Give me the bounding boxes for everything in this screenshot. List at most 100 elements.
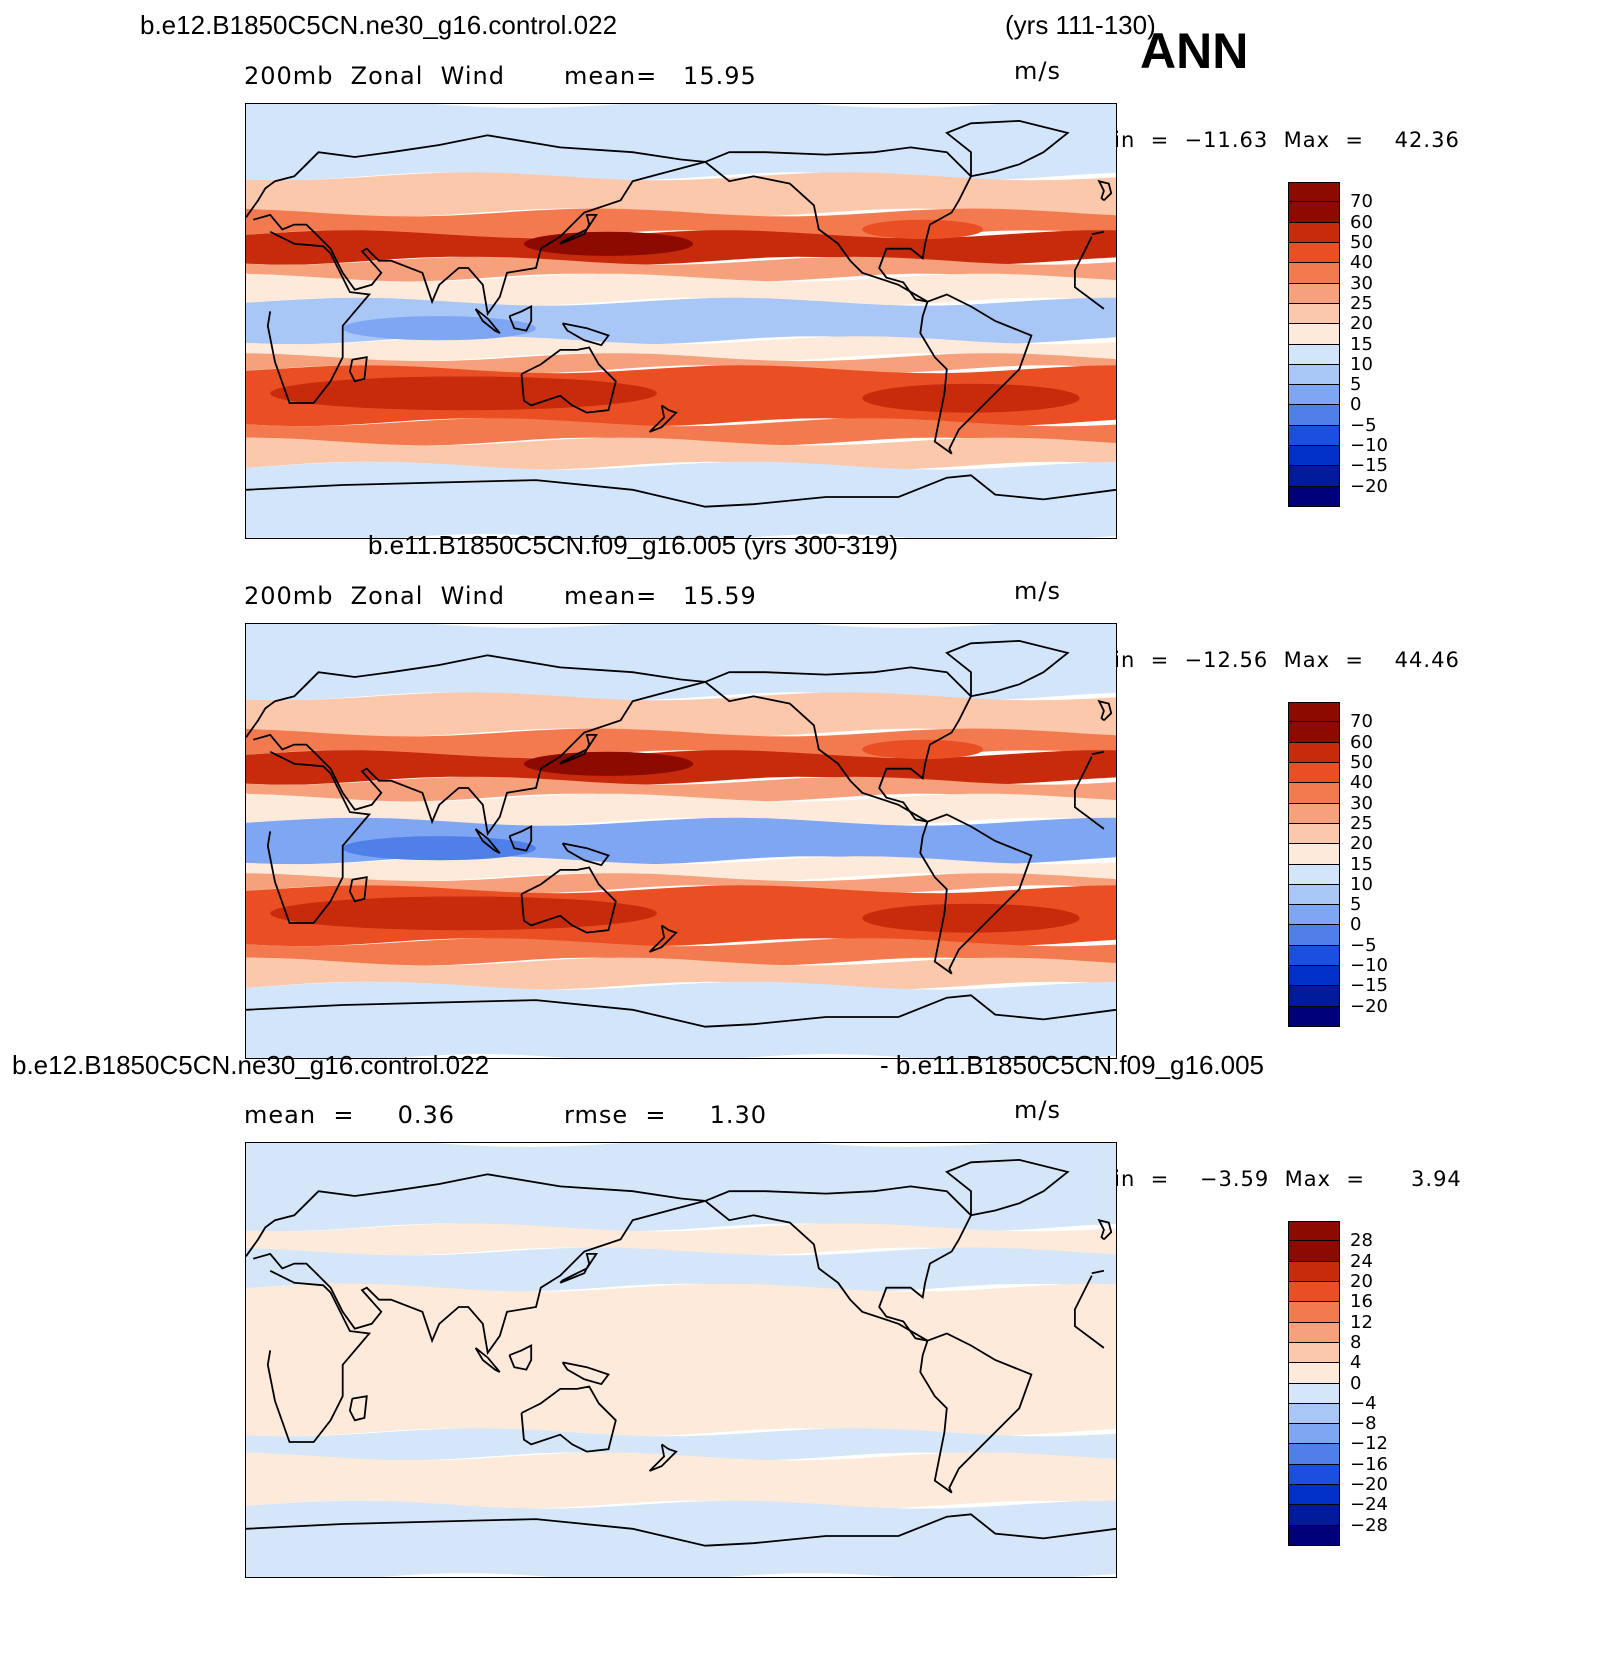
wind-band xyxy=(246,873,1116,894)
colorbar-swatch xyxy=(1288,1241,1340,1262)
coastline xyxy=(246,134,706,317)
coastline xyxy=(1091,750,1105,756)
wind-band xyxy=(246,461,1116,538)
colorbar-swatch xyxy=(1288,823,1340,845)
coastline xyxy=(508,305,533,332)
colorbar-swatch xyxy=(1288,1006,1340,1027)
coastlines xyxy=(246,639,1116,1028)
coastline xyxy=(246,474,1116,508)
wind-core xyxy=(862,739,984,760)
colorbar-label: 60 xyxy=(1350,731,1373,753)
colorbar-label: 4 xyxy=(1350,1352,1362,1374)
coastline xyxy=(246,1513,1116,1547)
colorbar-label: −28 xyxy=(1350,1514,1388,1536)
panel2-case-title: b.e11.B1850C5CN.f09_g16.005 (yrs 300-319… xyxy=(368,530,898,560)
colorbar-label: −4 xyxy=(1350,1392,1377,1414)
colorbar-label: 0 xyxy=(1350,914,1362,936)
wind-core xyxy=(270,376,657,411)
colorbar-swatch xyxy=(1288,222,1340,243)
colorbar-swatch xyxy=(1288,1444,1340,1465)
coastline xyxy=(648,404,678,433)
wind-core xyxy=(523,751,694,776)
panel1-field-label: 200mb Zonal Wind xyxy=(244,62,505,90)
wind-band xyxy=(246,1247,1116,1292)
panel2-units: m/s xyxy=(1014,577,1061,605)
coastline xyxy=(945,639,1070,698)
colorbar-label: 12 xyxy=(1350,1311,1373,1333)
colorbar-swatch xyxy=(1288,762,1340,784)
coastline xyxy=(520,866,617,934)
coastline xyxy=(1074,236,1105,310)
colorbar-swatch xyxy=(1288,925,1340,946)
colorbar-swatch xyxy=(1288,1322,1340,1343)
coastline xyxy=(561,1361,610,1386)
wind-band xyxy=(246,981,1116,1058)
colorbar-label: −15 xyxy=(1350,975,1388,997)
colorbar-swatch xyxy=(1288,1464,1340,1486)
colorbar-swatch xyxy=(1288,1221,1340,1242)
colorbar-swatch xyxy=(1288,303,1340,325)
colorbar-label: −8 xyxy=(1350,1413,1377,1435)
wind-band xyxy=(246,856,1116,882)
panel1-units: m/s xyxy=(1014,57,1061,85)
coastline xyxy=(348,876,368,903)
wind-band xyxy=(246,776,1116,802)
coastline xyxy=(1074,1275,1105,1349)
colorbar-swatch xyxy=(1288,905,1340,926)
colorbar-swatch xyxy=(1288,486,1340,507)
wind-core xyxy=(862,219,984,240)
colorbar-swatch xyxy=(1288,1485,1340,1506)
wind-band xyxy=(246,692,1116,737)
colorbar-label: 70 xyxy=(1350,711,1373,733)
colorbar-swatch xyxy=(1288,466,1340,487)
colorbar-label: −20 xyxy=(1350,1474,1388,1496)
coastline xyxy=(246,654,706,837)
coastline xyxy=(266,1269,372,1443)
panel3-colorbar: 28 24 20 16 12 8 4 0 −4 −8 −12 −16 −20 −24 −28 xyxy=(1288,1221,1388,1546)
coastline xyxy=(348,1395,368,1422)
colorbar-swatch xyxy=(1288,1383,1340,1404)
colorbar-swatch xyxy=(1288,385,1340,406)
panel3-minmax: Min = −3.59 Max = 3.94 xyxy=(1095,1167,1462,1191)
coastline xyxy=(945,1158,1070,1217)
colorbar-swatch xyxy=(1288,864,1340,885)
season-label: ANN xyxy=(1140,23,1249,79)
colorbar-swatch xyxy=(1288,405,1340,426)
colorbar-swatch xyxy=(1288,1403,1340,1425)
panel3-map xyxy=(245,1142,1117,1578)
colorbar-label: −12 xyxy=(1350,1433,1388,1455)
colorbar-label: 30 xyxy=(1350,792,1373,814)
panel1-years: (yrs 111-130) xyxy=(1005,10,1156,40)
colorbar-swatch xyxy=(1288,1281,1340,1303)
colorbar-label: 25 xyxy=(1350,812,1373,834)
colorbar-swatch xyxy=(1288,1261,1340,1282)
colorbar-label: 5 xyxy=(1350,374,1362,396)
colorbar-label: −16 xyxy=(1350,1453,1388,1475)
wind-core xyxy=(862,383,1080,413)
colorbar-swatch xyxy=(1288,1342,1340,1364)
colorbar-label: −15 xyxy=(1350,455,1388,477)
colorbar-label: 70 xyxy=(1350,191,1373,213)
colorbar-swatch xyxy=(1288,263,1340,284)
coastline xyxy=(1091,1269,1105,1275)
colorbar-swatch xyxy=(1288,1525,1340,1546)
wind-band xyxy=(246,938,1116,966)
coastline xyxy=(648,924,678,953)
coastline xyxy=(246,994,1116,1028)
coastline xyxy=(266,750,372,924)
colorbar-label: 16 xyxy=(1350,1291,1373,1313)
coastlines xyxy=(246,1158,1116,1547)
colorbar-swatch xyxy=(1288,1302,1340,1323)
colorbar-label: 5 xyxy=(1350,894,1362,916)
coastline xyxy=(1097,699,1113,722)
colorbar-label: 10 xyxy=(1350,353,1373,375)
coastline xyxy=(474,828,501,854)
colorbar-label: −20 xyxy=(1350,995,1388,1017)
coastline xyxy=(561,322,610,347)
wind-band xyxy=(246,418,1116,446)
colorbar-label: 60 xyxy=(1350,211,1373,233)
coastline xyxy=(704,146,973,303)
colorbar-label: 15 xyxy=(1350,853,1373,875)
colorbar-swatch xyxy=(1288,986,1340,1007)
colorbar-label: −5 xyxy=(1350,934,1377,956)
